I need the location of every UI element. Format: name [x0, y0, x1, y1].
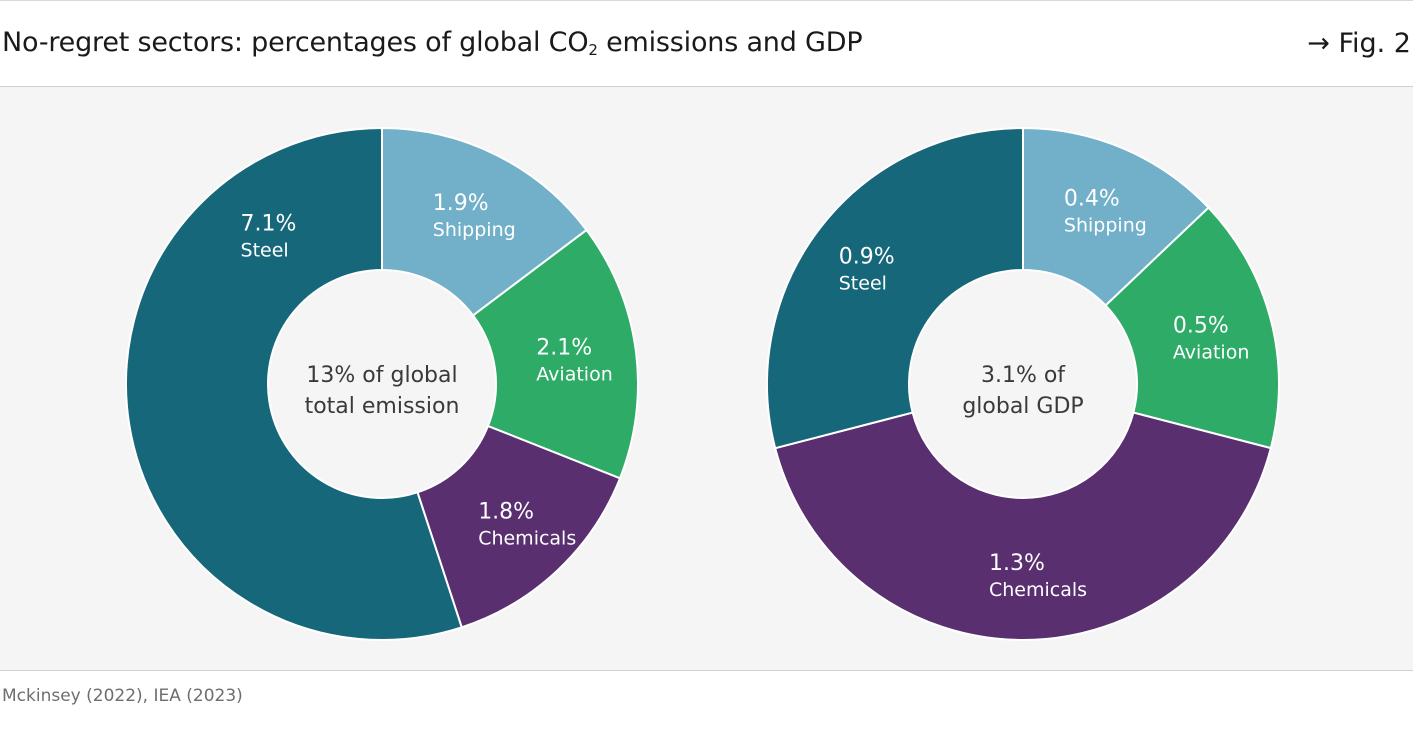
- center-label-line-1: 13% of global: [306, 363, 457, 388]
- slice-value-steel: 0.9%: [839, 245, 895, 270]
- center-label-line-2: total emission: [305, 394, 460, 419]
- center-label-line-1: 3.1% of: [981, 363, 1066, 388]
- slice-value-shipping: 1.9%: [433, 191, 489, 216]
- donut-charts-svg: 1.9% Shipping 2.1% Aviation 1.8% Chemicals 7.1…: [125, 126, 1281, 641]
- slice-steel: [766, 126, 1024, 450]
- slice-shipping: [1022, 126, 1210, 307]
- slice-value-chemicals: 1.3%: [989, 551, 1045, 576]
- slice-label-steel: Steel: [839, 273, 887, 295]
- title-subscript: 2: [588, 41, 598, 59]
- figure-title: No-regret sectors: percentages of global…: [2, 27, 863, 59]
- slice-chemicals: [416, 424, 622, 629]
- donut-chart-2: 0.4% Shipping 0.5% Aviation 1.3% Chemicals 0.9…: [766, 126, 1281, 641]
- chart-panel: 1.9% Shipping 2.1% Aviation 1.8% Chemicals 7.1…: [0, 86, 1413, 671]
- source-note: Mckinsey (2022), IEA (2023): [2, 686, 243, 706]
- figure-reference: → Fig. 2: [1307, 27, 1411, 59]
- slice-value-aviation: 0.5%: [1173, 313, 1229, 338]
- slice-value-shipping: 0.4%: [1064, 186, 1120, 211]
- slice-label-shipping: Shipping: [1064, 214, 1147, 236]
- slice-label-chemicals: Chemicals: [989, 579, 1087, 601]
- slice-aviation: [471, 228, 639, 480]
- slice-label-aviation: Aviation: [536, 364, 612, 386]
- figure-header: No-regret sectors: percentages of global…: [0, 0, 1413, 86]
- slice-label-aviation: Aviation: [1173, 341, 1249, 363]
- slice-label-steel: Steel: [241, 239, 289, 261]
- slice-aviation: [1104, 206, 1281, 450]
- top-rule: [0, 0, 1413, 1]
- slice-label-chemicals: Chemicals: [478, 527, 576, 549]
- slice-label-shipping: Shipping: [433, 219, 516, 241]
- slice-steel: [125, 126, 463, 641]
- slice-value-chemicals: 1.8%: [478, 499, 534, 524]
- slice-value-aviation: 2.1%: [536, 336, 592, 361]
- center-label-line-2: global GDP: [962, 394, 1083, 419]
- donut-chart-1: 1.9% Shipping 2.1% Aviation 1.8% Chemicals 7.1…: [125, 126, 639, 641]
- slice-shipping: [381, 126, 588, 317]
- slice-chemicals: [773, 411, 1273, 641]
- slice-value-steel: 7.1%: [241, 211, 297, 236]
- title-main: No-regret sectors: percentages of global…: [2, 27, 589, 58]
- title-tail: emissions and GDP: [597, 27, 863, 58]
